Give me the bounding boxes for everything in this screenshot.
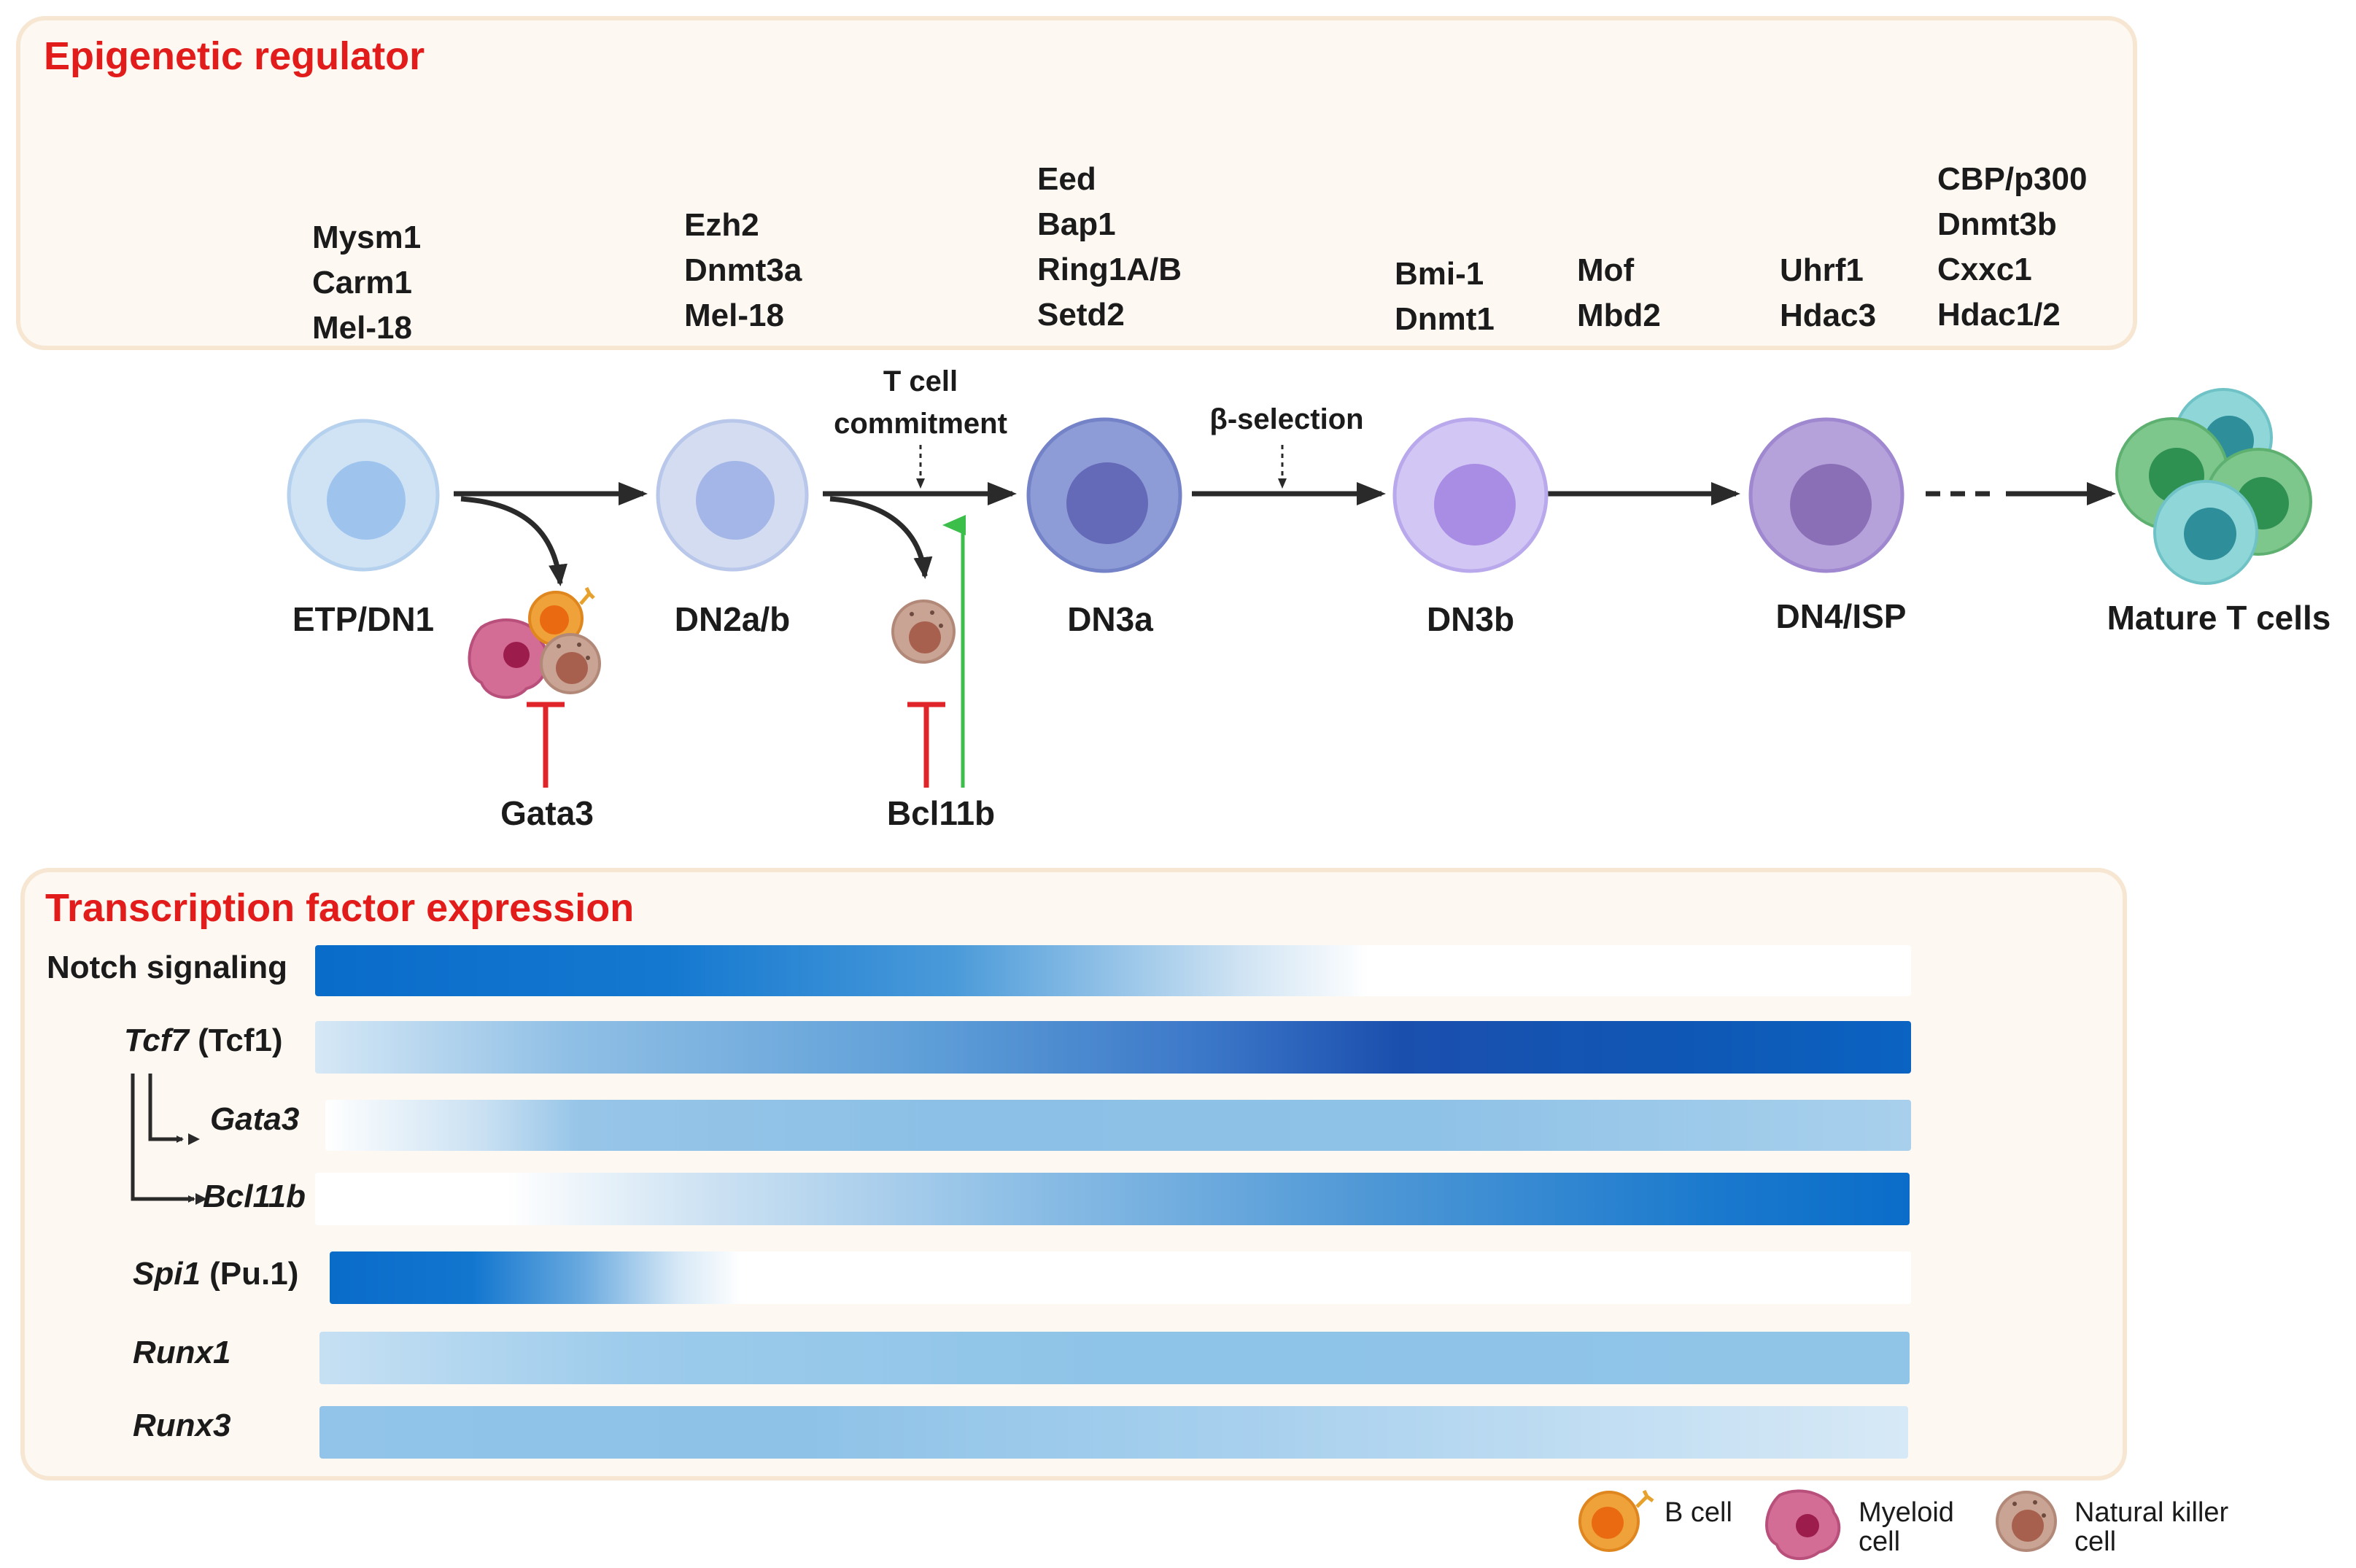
- tf-label-spi1: Spi1 (Pu.1): [133, 1256, 299, 1292]
- cell-etp-dn1: [287, 419, 440, 572]
- legend-b-cell-label: B cell: [1665, 1497, 1732, 1528]
- tf-label-gata3: Gata3: [210, 1101, 300, 1137]
- legend-nk-label: Natural killer cell: [2074, 1497, 2229, 1557]
- tf-label-bcl11b: Bcl11b: [203, 1179, 306, 1214]
- myeloid-cell-icon: [468, 618, 549, 699]
- tf-label-runx3: Runx3: [133, 1408, 231, 1443]
- tf-label-notch: Notch signaling: [47, 950, 287, 985]
- expression-bar-runx1: [319, 1332, 1910, 1384]
- stage-label-dn3a: DN3a: [1067, 600, 1153, 638]
- expression-bar-bcl11b: [315, 1173, 1910, 1225]
- regulator-group-dn4: Uhrf1 Hdac3: [1780, 252, 1877, 333]
- gata3-regulator-label: Gata3: [500, 794, 594, 832]
- legend-myeloid-icon: [1765, 1489, 1841, 1560]
- bcl11b-inhibition: [907, 702, 945, 788]
- regulator-group-dn3a: Eed Bap1 Ring1A/B Setd2: [1037, 161, 1182, 333]
- expression-bar-spi1: [330, 1251, 1911, 1304]
- gata3-inhibition: [527, 702, 565, 788]
- stage-label-dn4-isp: DN4/ISP: [1775, 597, 1907, 635]
- regulator-group-mature: CBP/p300 Dnmt3b Cxxc1 Hdac1/2: [1937, 161, 2088, 333]
- legend-myeloid-label: Myeloid cell: [1859, 1497, 1954, 1557]
- nk-cell-icon-etp: [540, 633, 601, 694]
- branch-arrow-etp: [460, 496, 567, 586]
- regulator-group-dn2: Ezh2 Dnmt3a Mel-18: [684, 207, 802, 333]
- cell-dn3b: [1392, 417, 1549, 573]
- stage-label-etp-dn1: ETP/DN1: [292, 600, 435, 638]
- expression-bar-notch: [315, 945, 1911, 996]
- expression-bar-gata3: [325, 1100, 1911, 1151]
- beta-selection-label: β-selection: [1209, 403, 1364, 435]
- branch-arrow-dn2: [829, 496, 933, 579]
- stage-label-dn2ab: DN2a/b: [674, 600, 791, 638]
- t-cell-commitment-label: T cell commitment: [834, 365, 1007, 440]
- bcl11b-connector-arrowhead: [195, 1193, 207, 1205]
- tcf7-target-connectors: [131, 1074, 195, 1203]
- epigenetic-regulator-title: Epigenetic regulator: [44, 34, 425, 78]
- regulator-group-mof: Mof Mbd2: [1577, 252, 1661, 333]
- epigenetic-regulator-panel: [16, 16, 2137, 350]
- regulator-group-dn3b: Bmi-1 Dnmt1: [1395, 256, 1495, 337]
- gata3-connector-arrowhead: [188, 1133, 200, 1145]
- regulator-group-etp: Mysm1 Carm1 Mel-18: [312, 220, 422, 346]
- cell-dn2ab: [656, 419, 809, 572]
- bcl11b-regulator-label: Bcl11b: [886, 794, 996, 832]
- expression-bar-runx3: [319, 1406, 1908, 1459]
- b-cell-icon: [528, 586, 595, 646]
- stage-label-mature-t-cells: Mature T cells: [2107, 599, 2331, 637]
- legend-b-cell-icon: [1578, 1489, 1654, 1552]
- cell-mature-t-cluster: [2115, 388, 2312, 585]
- stage-label-dn3b: DN3b: [1426, 600, 1515, 638]
- cell-dn4-isp: [1748, 417, 1904, 573]
- transcription-factor-title: Transcription factor expression: [45, 886, 635, 930]
- tf-label-runx1: Runx1: [133, 1335, 231, 1370]
- nk-cell-icon-dn2: [891, 599, 956, 664]
- legend-nk-icon: [1996, 1491, 2057, 1552]
- cell-dn3a: [1026, 417, 1182, 573]
- tf-label-tcf7: Tcf7 (Tcf1): [124, 1022, 283, 1058]
- expression-bar-tcf7: [315, 1021, 1911, 1074]
